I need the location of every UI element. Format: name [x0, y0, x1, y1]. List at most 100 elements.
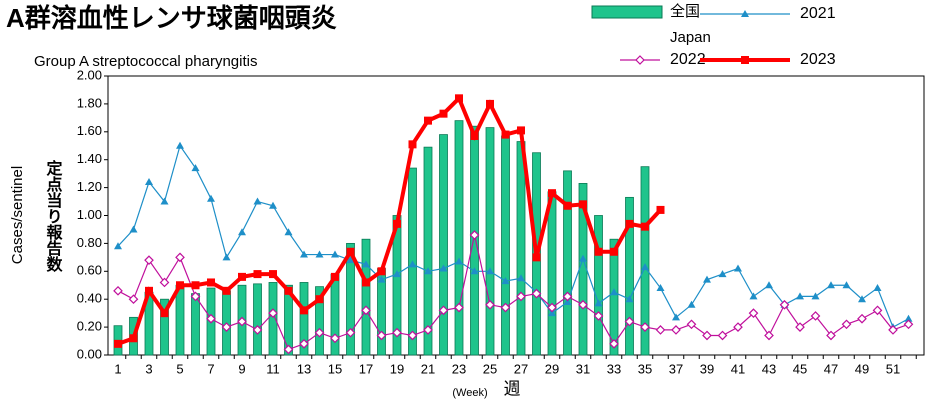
marker: [439, 109, 448, 118]
marker: [563, 297, 572, 305]
bar: [470, 125, 479, 356]
marker: [238, 228, 246, 236]
marker: [702, 330, 712, 341]
marker: [656, 205, 665, 214]
marker: [810, 311, 821, 321]
marker: [500, 302, 511, 313]
marker: [470, 131, 479, 140]
marker: [206, 313, 216, 324]
marker: [656, 284, 665, 292]
x-tick-label: 1: [114, 361, 121, 376]
x-tick-label: 5: [176, 361, 183, 376]
y-tick-label: 0.80: [77, 235, 102, 250]
bar: [423, 146, 433, 356]
x-tick-label: 39: [700, 361, 714, 376]
legend-marker: [741, 56, 749, 64]
legend-label: 2022: [670, 51, 706, 68]
bar: [516, 141, 526, 356]
marker: [532, 253, 541, 262]
marker: [454, 302, 464, 313]
marker: [501, 130, 510, 139]
marker: [579, 200, 587, 209]
bar: [640, 166, 650, 356]
marker: [625, 295, 634, 303]
legend-label: 2023: [800, 51, 836, 68]
marker: [749, 292, 758, 300]
y-tick-label: 0.20: [77, 319, 102, 334]
marker: [687, 300, 696, 308]
marker: [686, 319, 697, 330]
marker: [145, 286, 153, 295]
bar: [609, 238, 619, 356]
marker: [624, 316, 635, 327]
marker: [408, 260, 417, 268]
y-tick-label: 0.60: [77, 263, 102, 278]
marker: [827, 281, 835, 289]
marker: [253, 270, 262, 279]
marker: [486, 99, 494, 108]
marker: [191, 164, 200, 172]
marker: [222, 253, 231, 261]
marker: [424, 267, 432, 275]
marker: [315, 250, 324, 258]
marker: [159, 277, 170, 288]
marker: [531, 288, 542, 299]
marker: [362, 260, 370, 268]
marker: [548, 189, 556, 198]
bar: [299, 282, 309, 356]
marker: [252, 325, 263, 335]
marker: [175, 252, 185, 263]
x-tick-label: 13: [297, 361, 311, 376]
marker: [438, 305, 449, 316]
marker: [734, 264, 742, 272]
line: [117, 234, 909, 351]
bar: [485, 127, 495, 356]
bar: [191, 293, 200, 356]
marker: [748, 308, 759, 318]
legend-marker: [635, 55, 645, 65]
x-tick-label: 23: [452, 361, 466, 376]
legend-label: Japan: [670, 29, 711, 46]
bar: [160, 298, 169, 356]
marker: [346, 256, 355, 264]
marker: [393, 270, 401, 278]
marker: [469, 230, 480, 240]
marker: [625, 219, 634, 228]
marker: [207, 194, 215, 202]
legend-marker: [741, 10, 749, 17]
marker: [345, 327, 356, 338]
marker: [888, 325, 898, 335]
marker: [563, 201, 572, 210]
x-tick-label: 21: [421, 361, 435, 376]
marker: [779, 299, 790, 310]
marker: [904, 314, 913, 322]
marker: [160, 309, 169, 318]
marker: [485, 299, 495, 310]
marker: [655, 325, 666, 335]
marker: [284, 228, 293, 236]
marker: [128, 294, 139, 305]
marker: [144, 255, 154, 265]
bar: [175, 284, 185, 356]
marker: [331, 272, 339, 281]
marker: [300, 306, 308, 315]
bar: [361, 238, 371, 356]
chart-subtitle: Group A streptococcal pharyngitis: [34, 53, 257, 70]
marker: [842, 281, 851, 289]
marker: [811, 292, 820, 300]
marker: [207, 278, 215, 287]
marker: [145, 178, 153, 186]
y-tick-label: 1.20: [77, 179, 102, 194]
marker: [903, 319, 914, 330]
bar: [268, 282, 278, 356]
y-tick-label: 1.60: [77, 123, 102, 138]
x-tick-label: 7: [207, 361, 214, 376]
marker: [873, 284, 882, 292]
marker: [268, 308, 278, 318]
marker: [470, 267, 479, 275]
y-tick-label: 2.00: [77, 67, 102, 82]
bar: [547, 191, 557, 356]
bar: [594, 215, 603, 356]
x-axis-title-ja: 週: [504, 379, 521, 398]
marker: [129, 225, 138, 233]
